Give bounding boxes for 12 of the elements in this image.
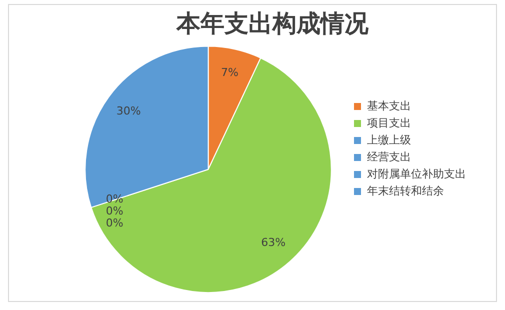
data-label: 30% [116, 104, 141, 118]
legend-label: 基本支出 [367, 99, 411, 112]
legend-label: 上缴上级 [367, 133, 411, 146]
chart-title: 本年支出构成情况 [176, 10, 370, 38]
legend-label: 年末结转和结余 [367, 184, 444, 198]
text: 0% [106, 204, 124, 218]
legend-label: 对附属单位补助支出 [367, 167, 466, 180]
data-label: 63% [261, 236, 286, 250]
legend-label: 项目支出 [367, 116, 411, 130]
text: 0% [106, 216, 124, 230]
legend-label: 经营支出 [367, 150, 411, 164]
data-label: 7% [221, 66, 238, 80]
